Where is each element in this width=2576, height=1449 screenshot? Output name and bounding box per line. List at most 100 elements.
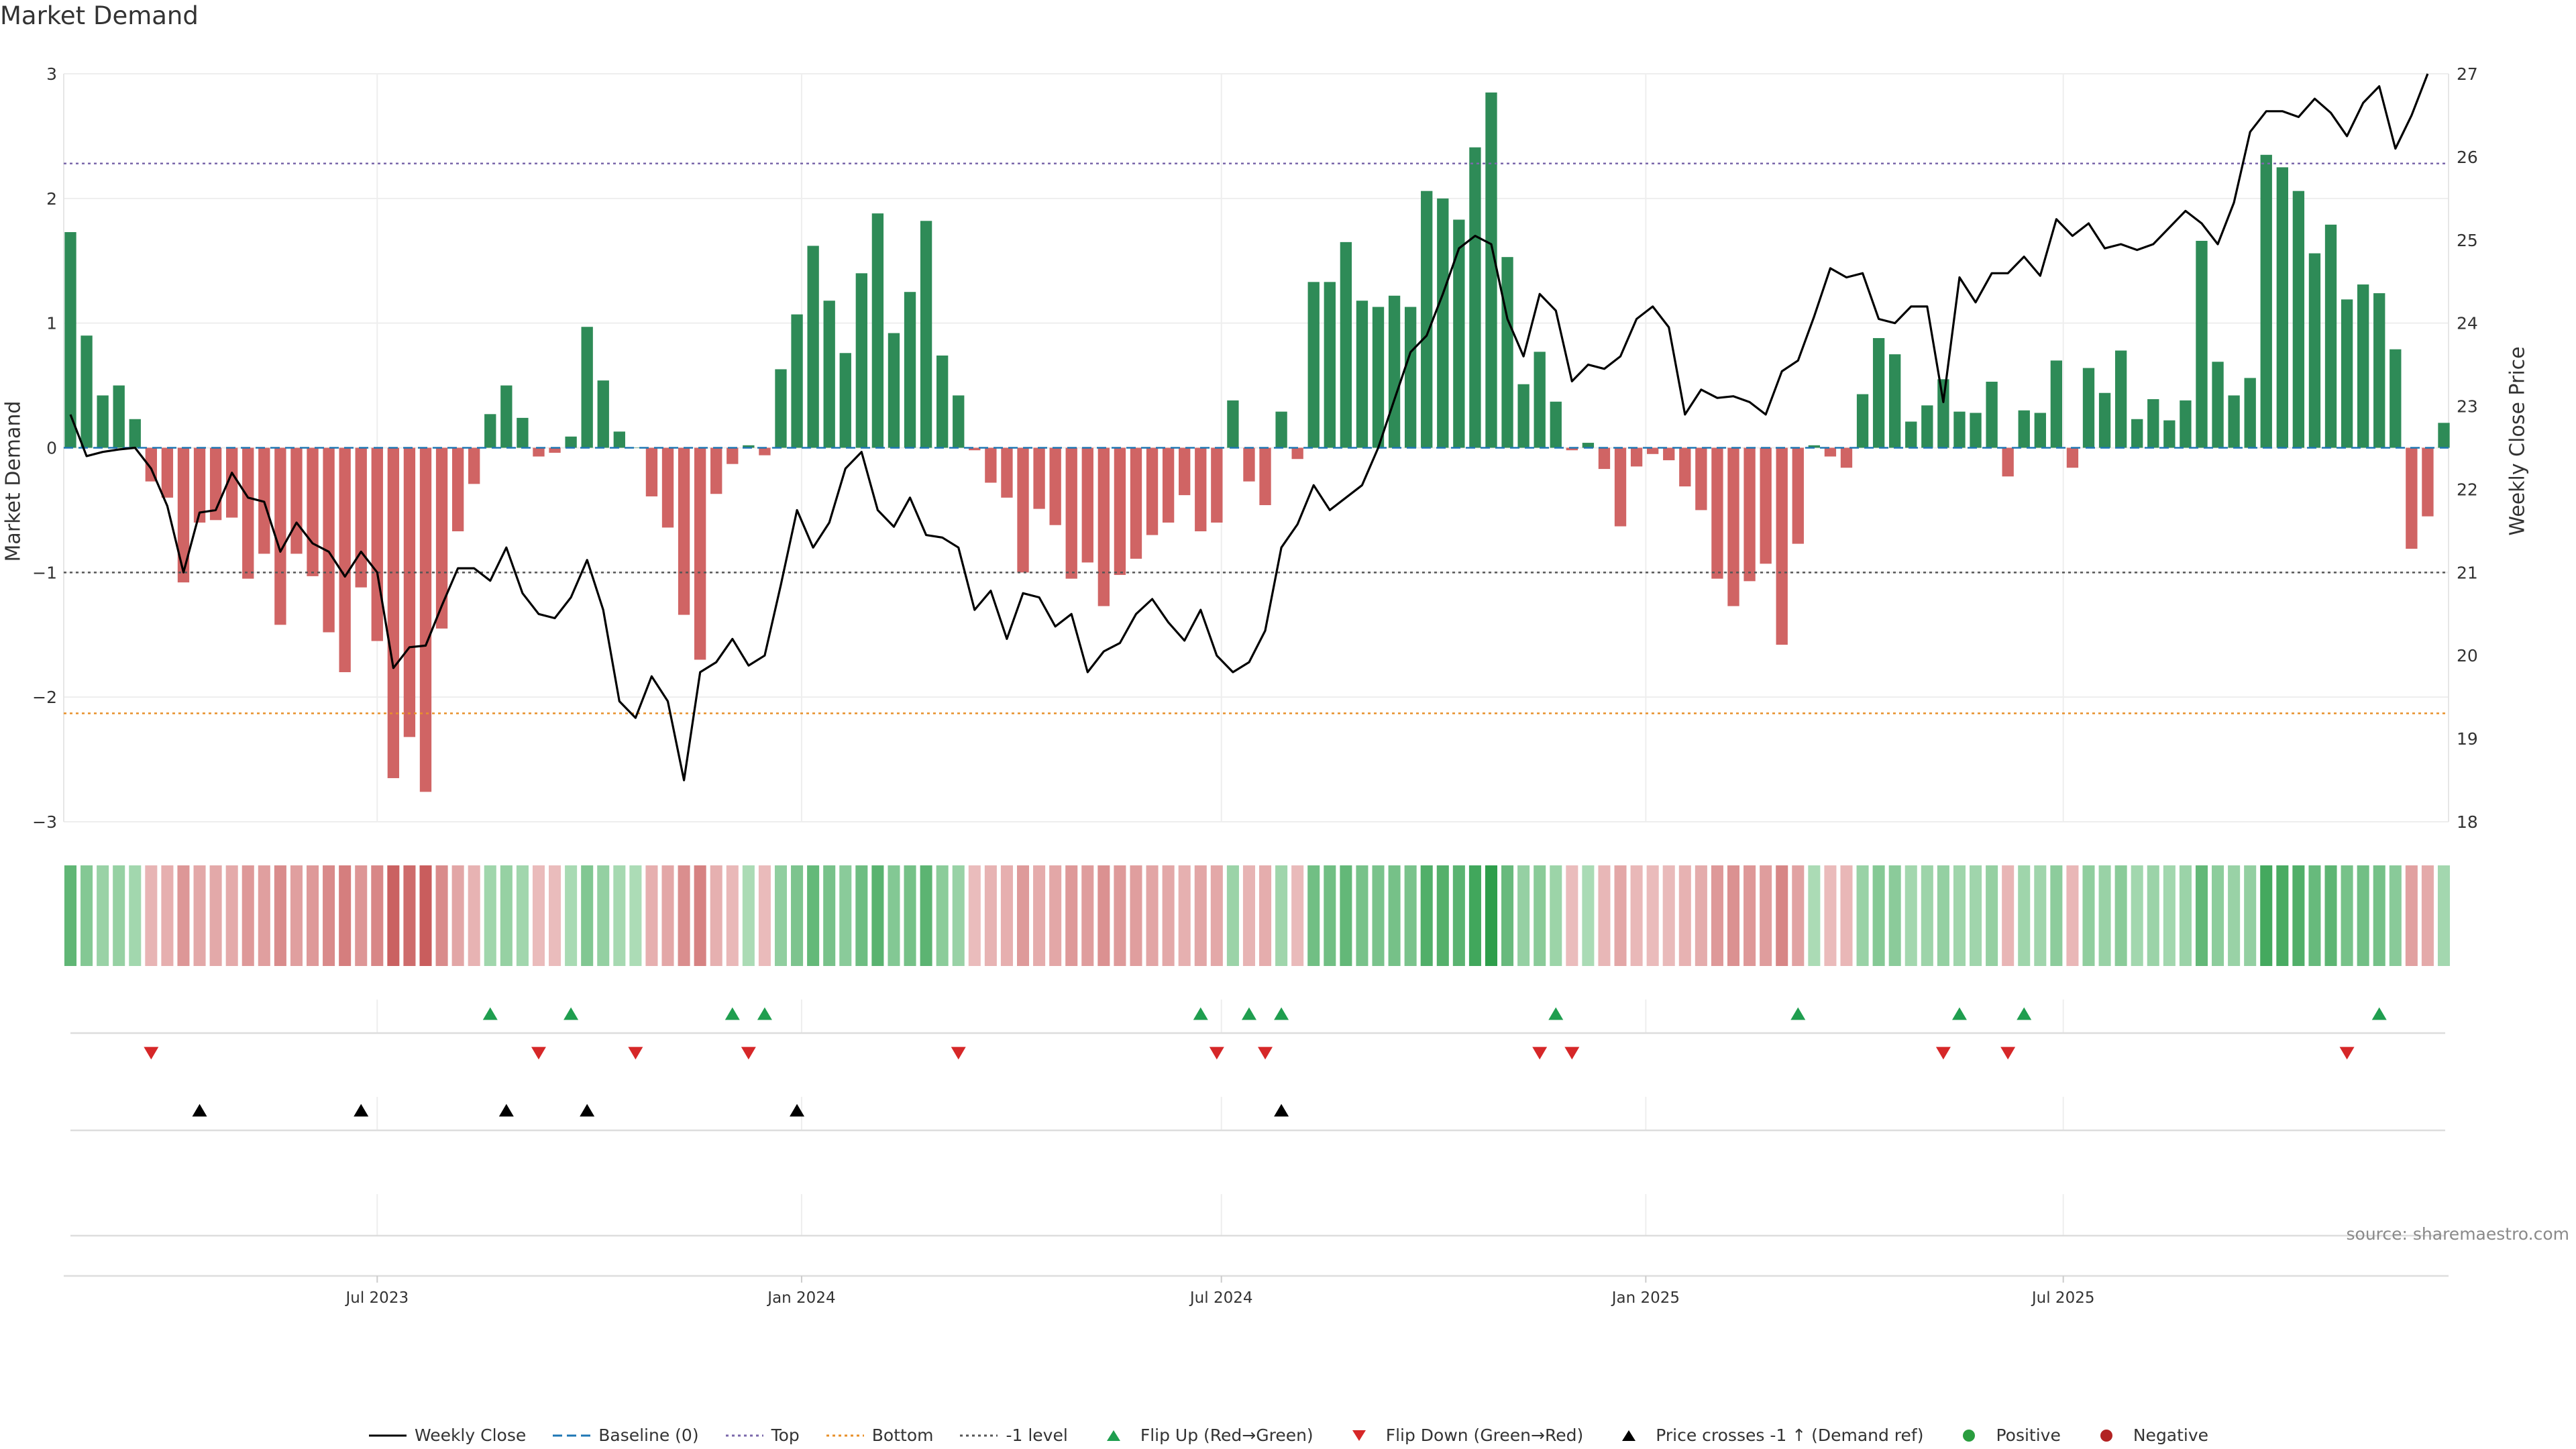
heat-strip-cell [968, 865, 981, 966]
demand-bar [1824, 447, 1837, 457]
flip-down-marker [1532, 1046, 1548, 1060]
demand-bar [1647, 447, 1659, 454]
legend-icon [1352, 1430, 1366, 1441]
demand-bar [1986, 382, 1998, 448]
heat-strip-cell [1904, 865, 1917, 966]
heat-strip-cell [1097, 865, 1110, 966]
heat-strip-cell [2114, 865, 2127, 966]
demand-bar [1356, 301, 1368, 448]
demand-bar [1614, 447, 1627, 527]
heat-strip-cell [1194, 865, 1207, 966]
demand-bar [759, 447, 771, 455]
demand-bar [468, 447, 480, 484]
heat-strip-cell [323, 865, 335, 966]
legend-item: Weekly Close [368, 1426, 526, 1445]
demand-bar [694, 447, 706, 660]
heat-strip-cell [1534, 865, 1546, 966]
heat-strip-cell [1033, 865, 1046, 966]
demand-bar [549, 447, 561, 453]
demand-bar [435, 447, 448, 629]
heat-strip-cell [500, 865, 513, 966]
demand-bar [1840, 447, 1853, 468]
price-cross-marker [790, 1104, 805, 1117]
heat-strip-cell [1824, 865, 1837, 966]
heat-strip-cell [2421, 865, 2434, 966]
demand-bar [807, 246, 819, 448]
heat-strip-cell [516, 865, 529, 966]
heat-strip-cell [145, 865, 158, 966]
demand-bar [1501, 257, 1513, 448]
heat-strip-cell [1275, 865, 1288, 966]
y-tick-left-label: 0 [46, 439, 57, 458]
demand-bar [339, 447, 351, 672]
demand-bar [2324, 224, 2337, 448]
flip-up-marker [757, 1007, 772, 1020]
heat-strip-cell [1324, 865, 1336, 966]
flip-up-marker [564, 1007, 579, 1020]
demand-bar [1760, 447, 1772, 564]
demand-bar [1017, 447, 1029, 573]
demand-bar [2390, 349, 2402, 448]
heat-strip-cell [2405, 865, 2418, 966]
demand-bar [1550, 401, 1562, 448]
heat-strip-cell [209, 865, 222, 966]
demand-bar [678, 447, 690, 615]
legend-item: Baseline (0) [551, 1426, 699, 1445]
heat-strip-cell [1049, 865, 1062, 966]
flip-down-marker [1258, 1046, 1273, 1060]
heat-strip-cell [678, 865, 690, 966]
heat-strip-cell [451, 865, 464, 966]
demand-bar [419, 447, 432, 792]
heat-strip-cell [97, 865, 109, 966]
demand-bar [177, 447, 190, 583]
heat-strip-cell [2324, 865, 2337, 966]
heat-strip-cell [1566, 865, 1578, 966]
demand-bar [2163, 420, 2176, 448]
demand-bar [403, 447, 416, 737]
demand-bar [597, 380, 609, 448]
heat-strip-cell [1792, 865, 1805, 966]
y-tick-right-label: 25 [2457, 231, 2478, 250]
y-tick-left-label: 3 [46, 64, 57, 84]
demand-bar [387, 447, 400, 778]
demand-bar [1049, 447, 1061, 525]
chart-title: Market Demand [0, 1, 199, 30]
legend-item: Negative [2086, 1426, 2208, 1445]
heat-strip-cell [871, 865, 884, 966]
legend-symbol [2100, 1429, 2112, 1442]
heat-strip-cell [2292, 865, 2305, 966]
demand-bar [274, 447, 286, 625]
demand-bar [1291, 447, 1303, 460]
heat-strip-cell [1986, 865, 1998, 966]
heat-strip-cell [1501, 865, 1514, 966]
weekly-close-line [69, 73, 2429, 782]
heat-strip-cell [1921, 865, 1933, 966]
demand-bar [1421, 191, 1433, 448]
legend-icon [1963, 1429, 1976, 1442]
heat-strip-cell [1356, 865, 1368, 966]
heat-strip-cell [1630, 865, 1643, 966]
heat-strip-cell [1000, 865, 1013, 966]
heat-strip-cell [1259, 865, 1272, 966]
heat-strip-cell [290, 865, 303, 966]
heat-strip-cell [2131, 865, 2143, 966]
demand-bar [871, 213, 884, 448]
demand-bar [565, 436, 577, 448]
price-cross-marker [192, 1104, 207, 1117]
legend-item: Top [724, 1426, 800, 1445]
demand-bar [1517, 384, 1529, 448]
heat-strip-cell [823, 865, 836, 966]
legend-label: Flip Up (Red→Green) [1140, 1426, 1313, 1445]
heat-strip-cell [1646, 865, 1659, 966]
heat-strip-cell [1016, 865, 1030, 966]
demand-bar [985, 447, 997, 483]
heat-strip-cell [1242, 865, 1255, 966]
legend-icon [1106, 1430, 1120, 1441]
heat-strip-cell [2244, 865, 2257, 966]
demand-bar [1195, 447, 1207, 532]
heat-strip-cell [742, 865, 755, 966]
demand-bar [226, 447, 238, 518]
flip-down-marker [144, 1046, 159, 1060]
legend-label: Negative [2133, 1426, 2209, 1445]
demand-bar [1598, 447, 1611, 470]
